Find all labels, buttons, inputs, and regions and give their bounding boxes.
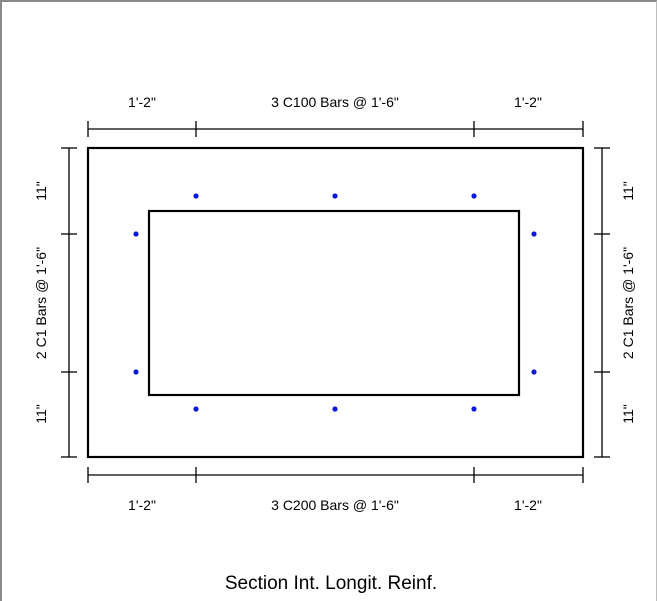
left-bottom-dimension-label: 11"	[33, 404, 49, 424]
outer-section-outline	[86, 146, 585, 459]
top-dimension-line	[87, 121, 584, 137]
bottom-rebar-3	[471, 406, 477, 412]
top-rebar-3	[471, 193, 477, 199]
bottom-dimension-line	[87, 467, 584, 483]
right-bottom-dimension-label: 11"	[620, 404, 636, 424]
top-rebar-1	[193, 193, 199, 199]
top-rebar-2	[332, 193, 338, 199]
left-rebar-1	[133, 231, 139, 237]
inner-void-outline	[147, 209, 521, 397]
bottom-right-dimension-label: 1'-2"	[514, 497, 542, 513]
bottom-rebar-2	[332, 406, 338, 412]
right-rebar-1	[531, 231, 537, 237]
bottom-left-dimension-label: 1'-2"	[128, 497, 156, 513]
right-top-dimension-label: 11"	[620, 181, 636, 201]
top-left-dimension-label: 1'-2"	[128, 94, 156, 110]
bottom-middle-dimension-label: 3 C200 Bars @ 1'-6"	[271, 497, 399, 513]
right-middle-dimension-label: 2 C1 Bars @ 1'-6"	[620, 247, 636, 359]
top-middle-dimension-label: 3 C100 Bars @ 1'-6"	[271, 94, 399, 110]
right-dimension-line	[594, 147, 610, 458]
bottom-rebar-1	[193, 406, 199, 412]
left-dimension-line	[61, 147, 77, 458]
left-top-dimension-label: 11"	[33, 181, 49, 201]
left-rebar-2	[133, 369, 139, 375]
top-right-dimension-label: 1'-2"	[514, 94, 542, 110]
left-middle-dimension-label: 2 C1 Bars @ 1'-6"	[33, 247, 49, 359]
right-rebar-2	[531, 369, 537, 375]
diagram-caption: Section Int. Longit. Reinf.	[225, 573, 437, 594]
